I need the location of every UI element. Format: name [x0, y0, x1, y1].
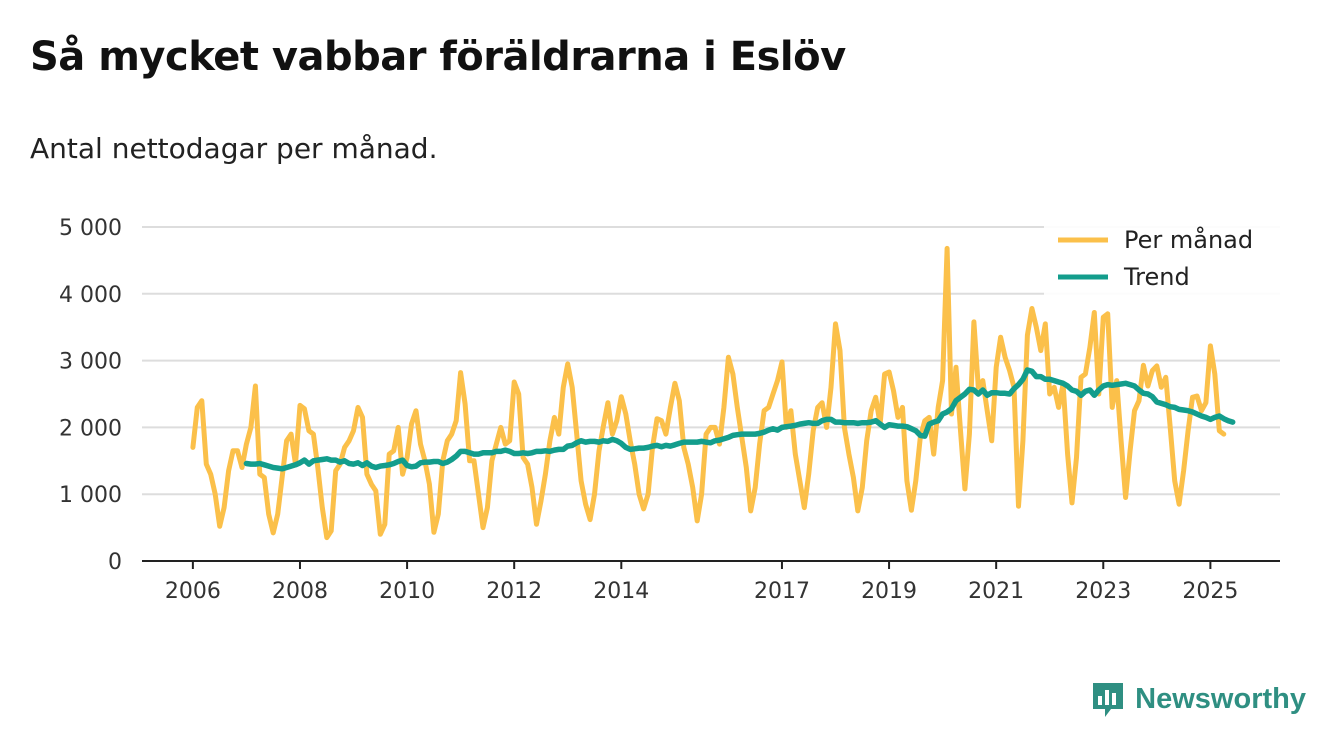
- y-axis-ticks: 0 1 000 2 000 3 000 4 000 5 000: [59, 216, 122, 575]
- series-lines: [190, 245, 1236, 541]
- newsworthy-logo-icon: [1093, 683, 1124, 717]
- legend-label-trend: Trend: [1123, 263, 1190, 291]
- x-tick-label: 2014: [593, 579, 649, 604]
- x-tick-label: 2010: [379, 579, 435, 604]
- x-tick-label: 2017: [754, 579, 810, 604]
- series-line-trend: [243, 367, 1236, 472]
- x-tick-label: 2021: [968, 579, 1024, 604]
- x-tick-label: 2012: [486, 579, 542, 604]
- y-tick-label: 2 000: [59, 416, 122, 441]
- x-tick-label: 2023: [1075, 579, 1131, 604]
- series-line-per-manad: [190, 245, 1227, 541]
- y-tick-label: 5 000: [59, 216, 122, 241]
- chart-subtitle: Antal nettodagar per månad.: [30, 132, 438, 165]
- brand-logo: Newsworthy: [1091, 679, 1306, 719]
- x-tick-label: 2019: [861, 579, 917, 604]
- brand-name: Newsworthy: [1135, 682, 1306, 715]
- legend-background: [1044, 218, 1280, 296]
- x-tick-label: 2025: [1182, 579, 1238, 604]
- y-tick-label: 0: [108, 550, 122, 575]
- x-tick-label: 2006: [165, 579, 221, 604]
- legend-label-per-manad: Per månad: [1124, 225, 1253, 254]
- x-tick-label: 2008: [272, 579, 328, 604]
- chart-title: Så mycket vabbar föräldrarna i Eslöv: [30, 34, 846, 80]
- y-tick-label: 3 000: [59, 350, 122, 375]
- x-axis: 2006 2008 2010 2012 2014 2017 2019 2021 2023 2025: [142, 560, 1280, 604]
- legend: Per månad Trend: [1044, 218, 1280, 296]
- y-tick-label: 1 000: [59, 483, 122, 508]
- y-tick-label: 4 000: [59, 283, 122, 308]
